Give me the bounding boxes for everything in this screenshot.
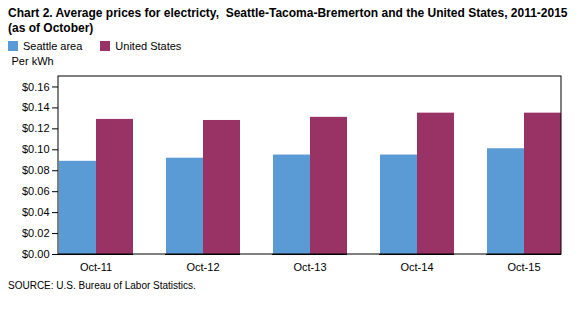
svg-text:Per kWh: Per kWh [12,55,54,67]
svg-text:$0.08: $0.08 [22,164,50,176]
html-text:SOURCE: U.S. Bureau of Labor S: SOURCE: U.S. Bureau of Labor Statistics. [8,280,196,291]
svg-text:$0.16: $0.16 [22,80,50,92]
svg-text:$0.14: $0.14 [22,101,50,113]
svg-text:Oct-11: Oct-11 [80,261,112,273]
svg-text:$0.06: $0.06 [22,185,50,197]
svg-text:Oct-14: Oct-14 [400,261,433,273]
svg-text:Oct-15: Oct-15 [507,261,540,273]
html-text:United States: United States [115,40,182,52]
svg-text:Oct-13: Oct-13 [293,261,326,273]
html-text:Chart 2. Average prices for el: Chart 2. Average prices for electricty, … [8,6,575,35]
svg-text:$0.12: $0.12 [22,122,50,134]
svg-text:$0.10: $0.10 [22,143,50,155]
svg-text:Oct-12: Oct-12 [186,261,219,273]
svg-text:$0.00: $0.00 [22,248,50,260]
svg-text:$0.02: $0.02 [22,227,50,239]
svg-text:$0.04: $0.04 [22,206,50,218]
html-text:Seattle area: Seattle area [23,40,83,52]
